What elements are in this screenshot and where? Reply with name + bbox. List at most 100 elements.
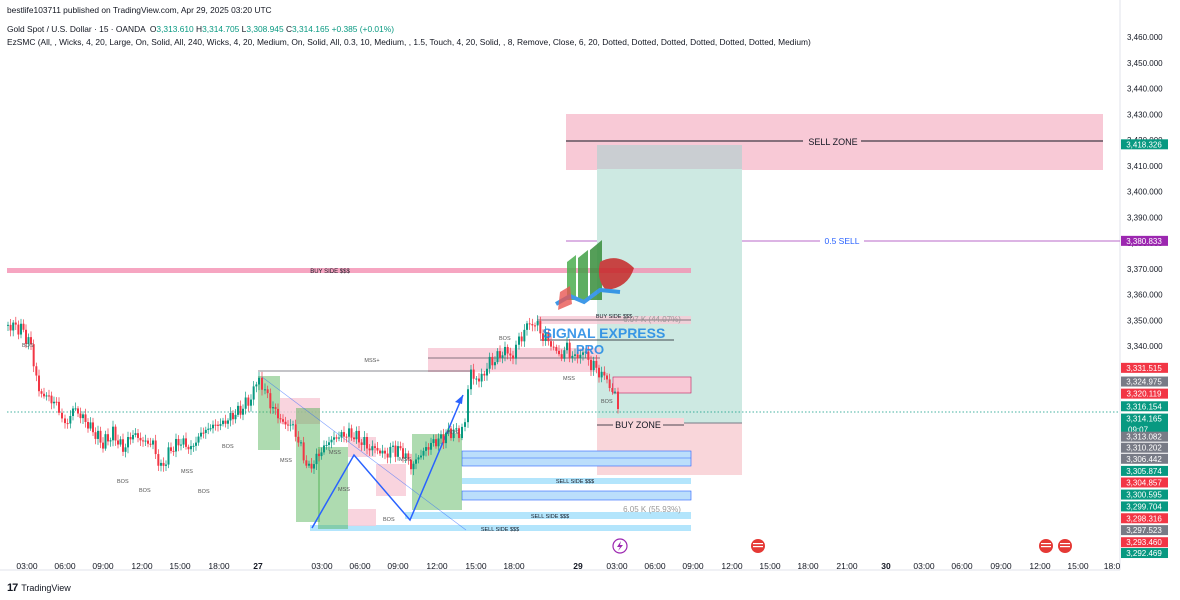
price-badge (1121, 442, 1168, 453)
candle-body (229, 412, 232, 421)
buy-side-band (7, 268, 691, 273)
buy-side-label-1: BUY SIDE $$$ (310, 269, 350, 275)
candle-body (142, 440, 144, 442)
candle-body (261, 377, 263, 390)
candle-body (272, 407, 274, 409)
candle-body (582, 352, 584, 355)
logo-subtitle: PRO (576, 342, 604, 357)
candle-body (496, 351, 499, 363)
candle-body (302, 442, 305, 461)
candle-body (518, 336, 520, 345)
candle-body (43, 393, 45, 397)
candle-body (430, 442, 432, 450)
candle-body (284, 421, 287, 425)
low-label: L (241, 24, 247, 34)
time-tick-label: 09:00 (387, 561, 409, 571)
candle-body (563, 350, 566, 359)
candle-body (376, 447, 379, 451)
position-loss-zone[interactable] (597, 423, 742, 475)
time-tick-label: 12:00 (426, 561, 448, 571)
candle-body (154, 440, 157, 455)
candle-body (467, 389, 469, 423)
candle-body (512, 355, 514, 359)
time-tick-label: 09:00 (682, 561, 704, 571)
candle-body (99, 430, 102, 443)
time-tick-label: 30 (881, 561, 891, 571)
candle-body (61, 412, 63, 419)
price-tick-label: 3,400.000 (1127, 188, 1163, 197)
symbol-legend[interactable]: Gold Spot / U.S. Dollar · 15 · OANDA O3,… (7, 24, 394, 34)
price-badge-label: 3,306.442 (1126, 455, 1162, 464)
indicator-legend[interactable]: EzSMC (All, , Wicks, 4, 20, Large, On, S… (7, 37, 811, 47)
price-axis[interactable]: 3,460.0003,450.0003,440.0003,430.0003,42… (1127, 33, 1163, 351)
candle-body (94, 432, 97, 439)
candle-body (305, 460, 308, 466)
target-pct-label: 6.97 K (44.07%) (623, 315, 681, 324)
price-tick-label: 3,430.000 (1127, 110, 1163, 119)
sell-side-label-3: SELL SIDE $$$ (481, 527, 519, 533)
sell-side-band-1 (462, 478, 691, 484)
countdown-label: 09:07 (1128, 426, 1149, 435)
price-tick-label: 3,370.000 (1127, 265, 1163, 274)
candle-body (274, 407, 277, 409)
candle-body (69, 415, 72, 424)
candle-body (432, 439, 435, 443)
candle-body (442, 434, 445, 444)
candle-body (114, 426, 117, 441)
time-tick-label: 12:00 (721, 561, 743, 571)
flag-stripe (1041, 543, 1051, 545)
flag-stripe (753, 543, 763, 545)
mss-label: MSS (280, 458, 292, 464)
half-sell-label-bg (820, 235, 864, 247)
bos-label: BOS (601, 399, 613, 405)
time-tick-label: 03:00 (16, 561, 38, 571)
change-value: +0.385 (+0.01%) (331, 24, 394, 34)
candle-body (122, 439, 124, 452)
time-tick-label: 03:00 (913, 561, 935, 571)
candle-body (338, 437, 340, 439)
price-badge (1121, 235, 1168, 246)
mss-plus-label: MSS+ (364, 358, 379, 364)
candle-body (84, 414, 87, 422)
candle-body (579, 354, 582, 359)
price-badge (1121, 525, 1168, 536)
candle-body (224, 420, 227, 424)
price-badge (1121, 362, 1168, 373)
candle-body (587, 351, 590, 360)
price-tick-label: 3,440.000 (1127, 85, 1163, 94)
price-tick-label: 3,410.000 (1127, 162, 1163, 171)
bos-label: BOS (22, 343, 34, 349)
candle-body (74, 408, 77, 410)
candle-body (72, 408, 74, 416)
symbol-name[interactable]: Gold Spot / U.S. Dollar · 15 · OANDA (7, 24, 146, 34)
time-axis[interactable]: 03:00 06:00 09:00 12:00 15:00 18:00 27 03:00 06:… (16, 561, 1120, 571)
candle-body (566, 342, 568, 351)
candle-body (435, 439, 437, 447)
time-tick-label: 15:00 (169, 561, 191, 571)
time-tick-label: 21:00 (836, 561, 858, 571)
candle-body (97, 430, 99, 439)
candle-body (544, 332, 547, 341)
candle-body (127, 437, 129, 448)
candle-body (89, 422, 92, 429)
price-tick-label: 3,390.000 (1127, 213, 1163, 222)
diagonal-line (261, 376, 467, 531)
candle-body (200, 432, 202, 437)
candle-body (104, 434, 107, 449)
candle-body (384, 450, 386, 454)
event-icons (612, 538, 1072, 554)
candle-body (244, 397, 247, 409)
price-badge-label: 3,316.154 (1126, 402, 1162, 411)
candle-body (558, 350, 560, 355)
candle-body (175, 438, 177, 452)
time-tick-label: 12:00 (1029, 561, 1051, 571)
candle-body (394, 445, 397, 457)
candle-body (407, 453, 410, 460)
candle-body (239, 405, 242, 415)
bos-label: BOS (139, 488, 151, 494)
candle-body (209, 428, 212, 430)
candle-body (185, 438, 187, 447)
candle-body (491, 356, 494, 366)
candle-body (219, 424, 222, 426)
